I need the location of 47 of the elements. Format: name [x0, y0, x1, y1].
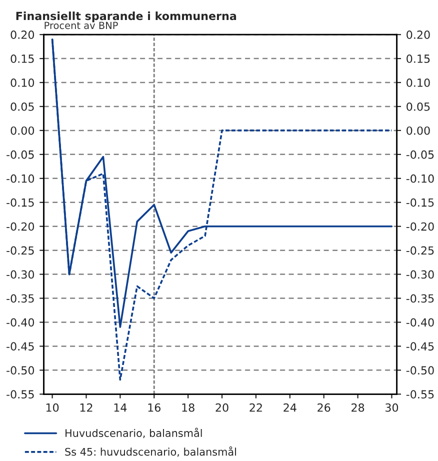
y2-tick-label: -0.20 [406, 222, 434, 231]
x-tick-label: 20 [216, 403, 228, 412]
y2-tick-label: -0.35 [406, 294, 434, 303]
y-tick-label: 0.05 [10, 102, 34, 111]
y2-tick-label: -0.45 [406, 342, 434, 351]
x-tick-label: 30 [386, 403, 398, 412]
x-tick-label: 28 [352, 403, 364, 412]
x-tick-label: 22 [250, 403, 262, 412]
x-tick-label: 12 [80, 403, 92, 412]
y2-tick-label: -0.10 [406, 174, 434, 183]
y-tick-label: -0.15 [6, 198, 34, 207]
y-tick-label: -0.45 [6, 342, 34, 351]
x-tick-label: 18 [182, 403, 194, 412]
y-tick-label: -0.55 [6, 390, 34, 399]
x-tick-label: 24 [284, 403, 296, 412]
chart-title: Finansiellt sparande i kommunerna [16, 12, 236, 22]
y2-tick-label: -0.55 [406, 390, 434, 399]
x-tick-label: 16 [148, 403, 160, 412]
y-tick-label: -0.05 [6, 150, 34, 159]
y2-tick-label: -0.50 [406, 366, 434, 375]
y-tick-label: -0.10 [6, 174, 34, 183]
y2-tick-label: 0.10 [406, 78, 430, 87]
y2-tick-label: 0.20 [406, 30, 430, 39]
y2-tick-label: -0.30 [406, 270, 434, 279]
y-tick-label: -0.30 [6, 270, 34, 279]
y-tick-label: -0.35 [6, 294, 34, 303]
y-tick-label: -0.40 [6, 318, 34, 327]
y-axis-title: Procent av BNP [44, 22, 118, 30]
y-tick-label: -0.50 [6, 366, 34, 375]
y2-tick-label: -0.05 [406, 150, 434, 159]
y-tick-label: 0.10 [10, 78, 34, 87]
y2-tick-label: 0.15 [406, 54, 430, 63]
x-tick-label: 14 [114, 404, 127, 412]
y-tick-label: 0.20 [10, 30, 34, 39]
y-tick-label: 0.00 [10, 126, 34, 135]
legend-label: Huvudscenario, balansmål [66, 428, 202, 438]
legend-label: Ss 45: huvudscenario, balansmål [65, 446, 236, 457]
x-tick-label: 26 [318, 403, 330, 412]
y2-tick-label: -0.40 [406, 318, 434, 327]
y-tick-label: -0.25 [6, 246, 34, 255]
y2-tick-label: 0.00 [406, 126, 430, 135]
y-tick-label: -0.20 [6, 222, 34, 231]
y2-tick-label: -0.25 [406, 246, 434, 255]
y2-tick-label: 0.05 [406, 102, 430, 111]
y-tick-label: 0.15 [10, 54, 34, 63]
x-tick-label: 10 [46, 403, 59, 412]
y2-tick-label: -0.15 [406, 198, 434, 207]
